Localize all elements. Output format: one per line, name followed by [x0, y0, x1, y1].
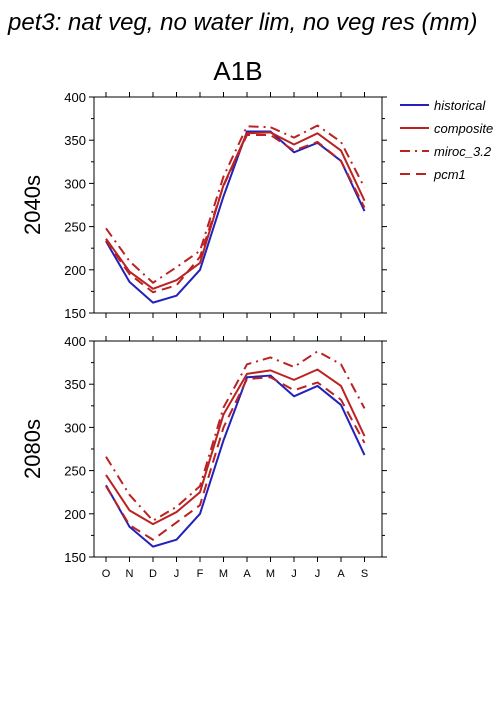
scenario-label: A1B [213, 56, 262, 86]
y-tick-label: 350 [64, 377, 86, 392]
y-tick-label: 400 [64, 334, 86, 349]
legend-label: composite [434, 121, 493, 136]
y-tick-label: 200 [64, 507, 86, 522]
y-tick-label: 300 [64, 176, 86, 191]
y-tick-label: 150 [64, 550, 86, 565]
x-tick-label: J [291, 568, 297, 580]
plot-frame [93, 340, 383, 558]
x-tick-label: O [102, 568, 111, 580]
x-tick-label: A [243, 568, 251, 580]
y-tick-label: 250 [64, 220, 86, 235]
panel-2040s: 150 200 250 300 350 400 2040s [20, 90, 387, 321]
series-line-pcm1 [105, 134, 366, 294]
legend-label: historical [434, 98, 486, 113]
x-tick-label: M [266, 568, 275, 580]
y-tick-label: 300 [64, 420, 86, 435]
x-tick-label: M [219, 568, 228, 580]
legend-label: pcm1 [433, 167, 466, 182]
x-tick-label: J [315, 568, 321, 580]
y-tick-label: 400 [64, 90, 86, 105]
panel-2080s: 150 200 250 300 350 400 O N D J F M A M J J A S 2080s [20, 334, 387, 580]
y-tick-label: 350 [64, 133, 86, 148]
x-tick-label: N [126, 568, 134, 580]
series-line-pcm1 [105, 376, 366, 541]
legend-label: miroc_3.2 [434, 144, 492, 159]
x-tick-label: A [337, 568, 345, 580]
y-tick-label: 150 [64, 306, 86, 321]
chart-title: pet3: nat veg, no water lim, no veg res … [7, 9, 478, 36]
row-label: 2080s [20, 419, 45, 479]
x-tick-label: J [174, 568, 180, 580]
x-tick-label: S [361, 568, 368, 580]
legend: historical composite miroc_3.2 pcm1 [400, 98, 493, 182]
series-line-composite [105, 131, 366, 290]
series-line-miroc-3-2 [105, 124, 366, 284]
row-label: 2040s [20, 175, 45, 235]
y-tick-label: 200 [64, 263, 86, 278]
series-line-composite [105, 368, 366, 526]
x-tick-label: D [149, 568, 157, 580]
x-tick-label: F [197, 568, 204, 580]
series-line-historical [105, 374, 366, 548]
y-tick-label: 250 [64, 464, 86, 479]
series-line-miroc-3-2 [105, 350, 366, 522]
